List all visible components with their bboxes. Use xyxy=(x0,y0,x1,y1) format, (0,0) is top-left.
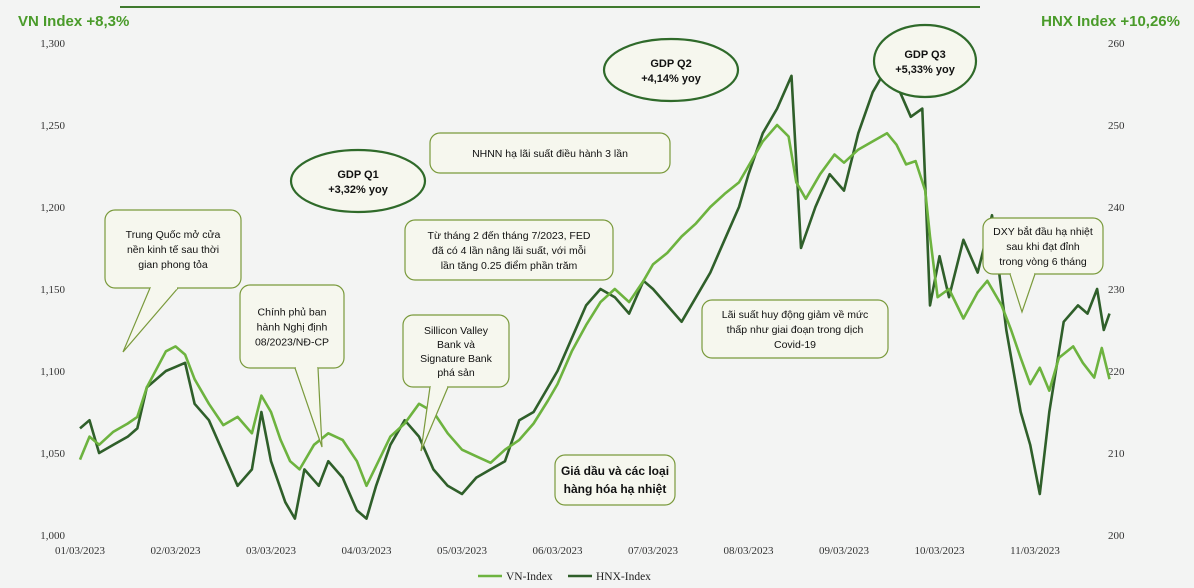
callout-text: Covid-19 xyxy=(774,339,816,351)
vn-index-line xyxy=(78,123,1111,488)
y-right-tick-label: 210 xyxy=(1108,448,1125,460)
gdp-text: GDP Q1 xyxy=(337,169,378,181)
x-tick-label: 10/03/2023 xyxy=(914,545,965,557)
callout-pointer xyxy=(122,287,179,353)
callout-box xyxy=(554,454,676,506)
gdp-callout: GDP Q2 +4,14% yoy xyxy=(602,37,740,103)
callout-text: Giá dầu và các loại xyxy=(561,464,669,478)
callout-text: phá sản xyxy=(437,367,475,379)
callout-text: Signature Bank xyxy=(420,353,493,365)
annotation-callout: Từ tháng 2 đến tháng 7/2023, FED đã có 4 … xyxy=(404,219,614,281)
callout-pointer xyxy=(294,367,323,448)
callout-text: đã có 4 lần nâng lãi suất, với mỗi xyxy=(432,244,586,257)
legend-label: VN-Index xyxy=(506,571,553,583)
callout-text: gian phong tỏa xyxy=(138,259,208,271)
gdp-ellipse xyxy=(602,37,740,103)
gdp-callout: GDP Q3 +5,33% yoy xyxy=(872,23,978,99)
y-right-tick-label: 200 xyxy=(1108,530,1125,542)
x-tick-label: 09/03/2023 xyxy=(819,545,870,557)
y-left-tick-label: 1,150 xyxy=(40,284,65,296)
x-tick-label: 03/03/2023 xyxy=(246,545,297,557)
legend-item: HNX-Index xyxy=(568,571,651,583)
callout-pointer xyxy=(1009,273,1036,314)
callout-text: Sillicon Valley xyxy=(424,325,489,337)
x-tick-label: 08/03/2023 xyxy=(723,545,774,557)
y-left-tick-label: 1,000 xyxy=(40,530,65,542)
hnx-index-line xyxy=(79,66,1111,520)
callout-text: Từ tháng 2 đến tháng 7/2023, FED xyxy=(428,230,591,242)
y-left-tick-label: 1,300 xyxy=(40,38,65,50)
callout-box xyxy=(701,299,889,359)
gdp-text: +5,33% yoy xyxy=(895,64,956,76)
callout-text: Bank và xyxy=(437,339,475,351)
callout-box xyxy=(402,314,510,388)
callout-text: 08/2023/NĐ-CP xyxy=(255,337,329,349)
gdp-text: GDP Q3 xyxy=(904,49,945,61)
callout-text: Trung Quốc mở cửa xyxy=(126,229,221,241)
callout-text: lần tăng 0.25 điểm phần trăm xyxy=(441,260,578,272)
y-right-tick-label: 240 xyxy=(1108,202,1125,214)
y-left-tick-label: 1,250 xyxy=(40,120,65,132)
y-left-tick-label: 1,200 xyxy=(40,202,65,214)
gdp-text: +4,14% yoy xyxy=(641,73,702,85)
callout-text: Chính phủ ban xyxy=(258,307,327,319)
annotation-callout: Chính phủ ban hành Nghị định 08/2023/NĐ-CP xyxy=(239,284,345,448)
callout-text: trong vòng 6 tháng xyxy=(999,256,1087,268)
callout-text: Lãi suất huy động giảm về mức xyxy=(722,309,869,321)
annotation-callout: Sillicon Valley Bank và Signature Bank phá … xyxy=(402,314,510,452)
gdp-ellipse xyxy=(289,148,427,214)
annotation-callout: NHNN hạ lãi suất điều hành 3 lần xyxy=(429,132,671,174)
x-tick-label: 07/03/2023 xyxy=(628,545,679,557)
callout-text: hàng hóa hạ nhiệt xyxy=(564,482,667,496)
callout-text: NHNN hạ lãi suất điều hành 3 lần xyxy=(472,148,628,160)
legend-label: HNX-Index xyxy=(596,571,651,583)
annotation-callout: Trung Quốc mở cửa nền kinh tế sau thời gia… xyxy=(104,209,242,353)
callout-text: hành Nghị định xyxy=(257,322,328,334)
callout-box xyxy=(982,217,1104,275)
gdp-text: GDP Q2 xyxy=(650,58,691,70)
callout-box xyxy=(404,219,614,281)
annotation-callout: Lãi suất huy động giảm về mức thấp như gi… xyxy=(701,299,889,359)
gdp-text: +3,32% yoy xyxy=(328,184,389,196)
annotation-callout: DXY bắt đầu hạ nhiệt sau khi đạt đỉnh tron… xyxy=(982,217,1104,314)
annotation-callout: Giá dầu và các loại hàng hóa hạ nhiệt xyxy=(554,454,676,506)
callout-text: nền kinh tế sau thời xyxy=(127,244,219,256)
y-left-tick-label: 1,050 xyxy=(40,448,65,460)
gdp-callout: GDP Q1 +3,32% yoy xyxy=(289,148,427,214)
x-tick-label: 01/03/2023 xyxy=(55,545,106,557)
legend-item: VN-Index xyxy=(478,571,553,583)
top-rule xyxy=(120,6,980,8)
callout-box xyxy=(239,284,345,369)
callout-text: DXY bắt đầu hạ nhiệt xyxy=(993,225,1093,238)
callout-text: sau khi đạt đỉnh xyxy=(1006,241,1080,253)
callout-box xyxy=(429,132,671,174)
callout-pointer xyxy=(420,386,449,452)
x-tick-label: 02/03/2023 xyxy=(150,545,201,557)
x-tick-label: 05/03/2023 xyxy=(437,545,488,557)
x-tick-label: 06/03/2023 xyxy=(532,545,583,557)
gdp-ellipse xyxy=(872,23,978,99)
y-right-tick-label: 250 xyxy=(1108,120,1125,132)
y-right-tick-label: 220 xyxy=(1108,366,1125,378)
callout-text: thấp như giai đoạn trong dịch xyxy=(727,324,864,336)
hnx-index-title: HNX Index +10,26% xyxy=(1041,13,1180,30)
y-left-tick-label: 1,100 xyxy=(40,366,65,378)
y-right-tick-label: 230 xyxy=(1108,284,1125,296)
y-right-tick-label: 260 xyxy=(1108,38,1125,50)
x-tick-label: 11/03/2023 xyxy=(1010,545,1060,557)
x-tick-label: 04/03/2023 xyxy=(341,545,392,557)
vn-index-title: VN Index +8,3% xyxy=(18,13,130,30)
